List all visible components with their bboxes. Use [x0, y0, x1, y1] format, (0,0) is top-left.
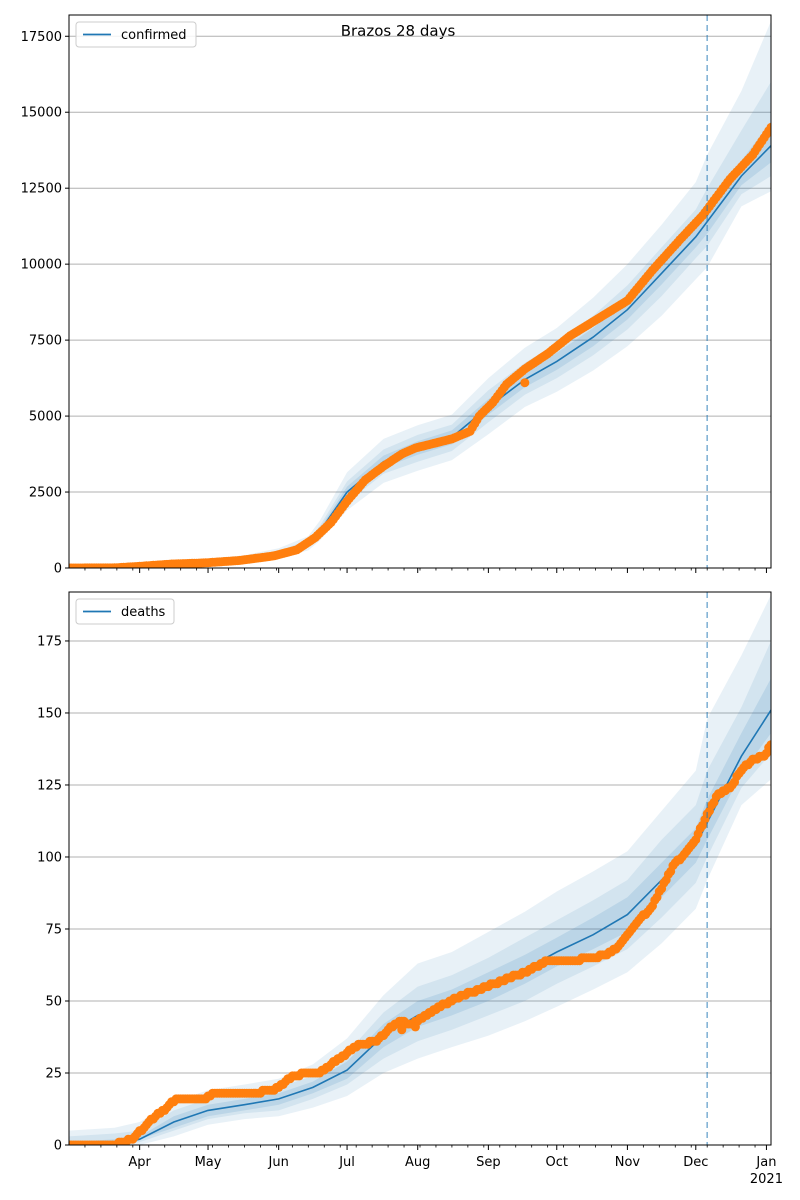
y-tick-label: 75: [45, 922, 62, 937]
observed-point: [397, 1025, 407, 1035]
legend: confirmed: [75, 21, 197, 48]
legend: deaths: [75, 598, 175, 625]
x-tick-label: Jan: [755, 1155, 776, 1170]
band-95: [69, 21, 771, 568]
legend-label: deaths: [121, 605, 166, 620]
x-tick-label: Oct: [546, 1155, 568, 1170]
confirmed-panel: 0 2500 5000 7500 10000 12500 15000 17500 confirm…: [21, 14, 772, 577]
y-tick-label: 10000: [21, 258, 62, 273]
observed-points: [69, 122, 771, 568]
band-80: [69, 81, 771, 568]
y-tick-label: 0: [54, 1139, 62, 1154]
x-tick-label: Jun: [268, 1155, 289, 1170]
band-95: [69, 594, 771, 1145]
x-year-label: 2021: [750, 1172, 783, 1187]
x-tick-label: Sep: [476, 1155, 501, 1170]
observed-point: [410, 1022, 420, 1032]
y-tick-label: 0: [54, 562, 62, 577]
observed-points: [69, 740, 771, 1145]
y-tick-label: 50: [45, 994, 62, 1009]
x-tick-label: Jul: [338, 1155, 355, 1170]
y-tick-label: 7500: [29, 334, 62, 349]
y-tick-label: 100: [37, 850, 62, 865]
y-tick-label: 25: [45, 1066, 62, 1081]
y-tick-label: 175: [37, 634, 62, 649]
band-80: [69, 641, 771, 1145]
y-tick-label: 2500: [29, 486, 62, 501]
x-tick-label: Dec: [683, 1155, 708, 1170]
observed-point: [520, 378, 530, 388]
y-tick-label: 150: [37, 706, 62, 721]
legend-box: [75, 21, 197, 48]
y-tick-label: 5000: [29, 410, 62, 425]
plot-area: [69, 592, 771, 1145]
y-tick-label: 15000: [21, 106, 62, 121]
x-tick-label: Nov: [615, 1155, 641, 1170]
x-tick-label: May: [195, 1155, 222, 1170]
plot-area: [69, 15, 771, 568]
deaths-panel: 0 25 50 75 100 125 150 175 Apr May Jun Jul Aug Sep Oct…: [37, 591, 783, 1187]
x-tick-label: Aug: [405, 1155, 430, 1170]
observed-point: [766, 122, 771, 132]
figure-title: Brazos 28 days: [341, 22, 456, 40]
y-tick-label: 12500: [21, 182, 62, 197]
legend-box: [75, 598, 175, 625]
legend-label: confirmed: [121, 28, 187, 43]
y-tick-label: 17500: [21, 30, 62, 45]
observed-point: [766, 740, 771, 750]
y-tick-label: 125: [37, 778, 62, 793]
median-line: [69, 145, 771, 568]
x-tick-label: Apr: [128, 1155, 151, 1170]
